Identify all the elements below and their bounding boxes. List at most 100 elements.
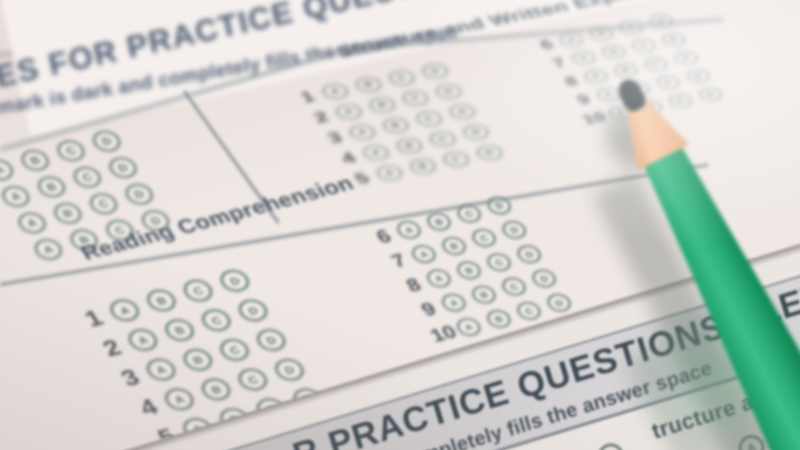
reading-grid-6-10: 6 A B C D 7 A B C D 8 A B C D 9 A B C D 10 A B C D xyxy=(349,193,579,356)
answer-bubble: A xyxy=(159,385,199,414)
question-number: 9 xyxy=(573,91,594,108)
answer-bubble: D xyxy=(445,102,479,122)
question-number: 8 xyxy=(401,273,426,296)
answer-bubble: C xyxy=(68,163,107,191)
answer-bubble: D xyxy=(251,326,291,355)
answer-bubble: C xyxy=(233,365,273,394)
answer-bubble: D xyxy=(104,154,142,182)
answer-bubble: C xyxy=(641,55,671,73)
background-above-sheet xyxy=(0,0,800,57)
answer-bubble: B xyxy=(141,286,181,315)
answer-bubble: A xyxy=(422,266,455,290)
answer-bubble: B xyxy=(422,210,456,234)
question-number: 3 xyxy=(323,128,346,147)
answer-bubble: C xyxy=(468,226,501,250)
question-number: 1 xyxy=(79,304,108,332)
answer-bubble: B xyxy=(598,43,629,61)
question-number: 2 xyxy=(97,334,127,362)
answer-bubble: C xyxy=(196,306,236,335)
answer-bubble: D xyxy=(288,385,328,414)
answer-bubble: C xyxy=(101,216,139,244)
answer-bubble: D xyxy=(513,242,546,266)
answer-bubble: A xyxy=(0,156,19,184)
answer-bubble: B xyxy=(611,61,641,79)
answer-bubble: B xyxy=(635,98,666,116)
answer-bubble: D xyxy=(671,49,701,67)
sheet1-header-band xyxy=(0,0,800,137)
answer-bubble: D xyxy=(136,207,175,235)
pencil-graphite-tip xyxy=(614,75,649,115)
answer-bubble: D xyxy=(432,81,466,101)
answer-bubble: A xyxy=(0,182,35,210)
answer-bubble: A xyxy=(178,414,218,443)
answer-bubble: D xyxy=(459,122,493,142)
answer-bubble: C xyxy=(616,18,647,36)
answer-bubble: A xyxy=(332,102,366,122)
answer-bubble: B xyxy=(352,75,386,95)
answer-bubble: A xyxy=(452,315,485,339)
answer-bubble: A xyxy=(318,81,352,101)
question-number: 4 xyxy=(337,149,360,167)
answer-bubble: C xyxy=(426,129,460,149)
answer-bubble: A xyxy=(359,143,393,163)
answer-bubble: D xyxy=(498,218,531,242)
answer-bubble: A xyxy=(593,86,624,104)
answer-bubble: B xyxy=(160,316,200,345)
answer-bubble: D xyxy=(87,127,126,155)
structure-grid-6-10: 6 A B C D 7 A B C D 8 A B C D 9 A B C D 10 A B C D xyxy=(525,12,728,133)
answer-bubble: D xyxy=(646,12,677,30)
question-number: 6 xyxy=(536,36,557,53)
question-number: 7 xyxy=(548,54,569,71)
band-bottom-border-left xyxy=(0,45,359,151)
answer-bubble: C xyxy=(512,299,545,323)
structure-section-title: Structure and Written Expression xyxy=(332,0,701,60)
answer-bubble: B xyxy=(32,173,71,201)
pencil-tip-shadow xyxy=(596,104,663,176)
answer-bubble: A xyxy=(392,218,425,242)
question-number: 5 xyxy=(350,169,373,188)
answer-bubble: B xyxy=(196,375,236,404)
answer-bubble: D xyxy=(683,67,714,85)
answer-bubble: C xyxy=(52,137,90,165)
answer-bubble: A xyxy=(345,122,380,142)
sheet1-title: ES FOR PRACTICE QUESTIONS— xyxy=(0,0,531,95)
answer-bubble: A xyxy=(581,67,611,85)
question-number: 10 xyxy=(425,320,461,347)
question-number: 8 xyxy=(561,73,581,89)
answer-bubble: B xyxy=(49,199,87,227)
answer-bubble: A xyxy=(373,163,407,183)
answer-bubble: D xyxy=(543,291,576,315)
question-number: 9 xyxy=(416,297,441,321)
answer-bubble: C xyxy=(665,92,696,110)
answer-bubble: B xyxy=(214,405,254,434)
question-number: 4 xyxy=(134,393,163,421)
answer-bubble: D xyxy=(473,143,507,163)
answer-bubble: C xyxy=(439,149,473,169)
answer-bubble: B xyxy=(16,146,54,174)
answer-bubble: D xyxy=(233,296,273,325)
sheet2-band-shading xyxy=(116,339,618,450)
answer-bubble: D xyxy=(215,266,255,295)
answer-bubble: C xyxy=(412,109,446,129)
answer-bubble: B xyxy=(365,95,399,115)
answer-bubble: C xyxy=(214,335,255,364)
answer-bubble: D xyxy=(528,266,561,290)
answer-bubble: B xyxy=(65,226,103,254)
answer-bubble: C xyxy=(84,190,123,218)
answer-bubble: A xyxy=(437,291,470,315)
